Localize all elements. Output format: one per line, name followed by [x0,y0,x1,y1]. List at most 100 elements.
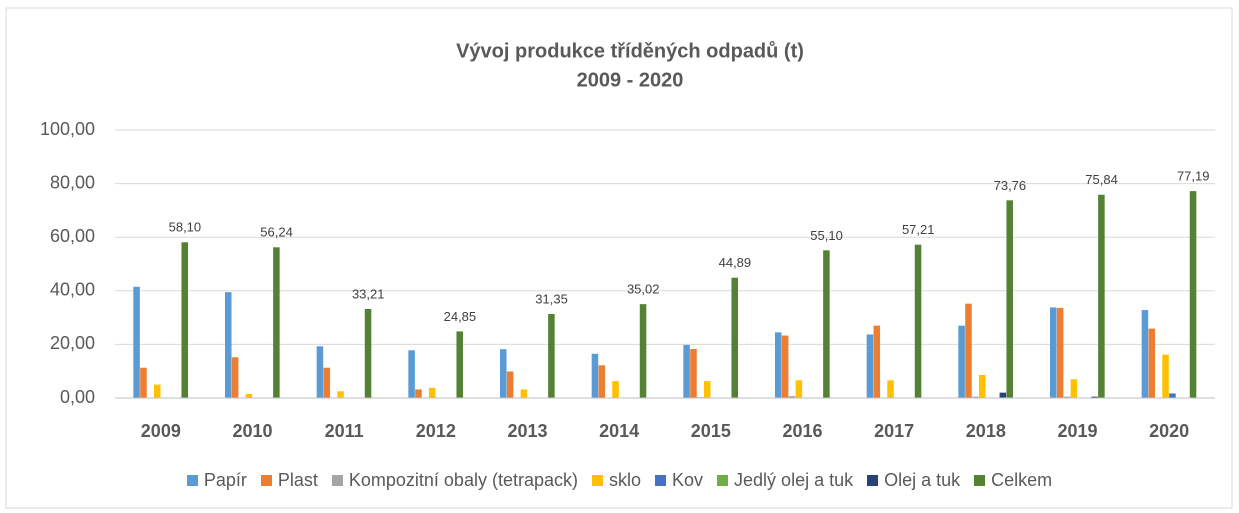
bar [598,365,606,398]
data-label: 57,21 [902,222,935,237]
x-tick-label: 2013 [507,421,547,441]
y-tick-label: 100,00 [40,119,95,139]
x-tick-label: 2020 [1149,421,1189,441]
y-tick-label: 80,00 [50,172,95,192]
bar [1006,200,1013,398]
bar [1162,354,1169,398]
data-label: 77,19 [1177,169,1210,184]
bar [866,334,874,398]
bar [1070,379,1078,398]
bar [140,367,147,398]
legend-label: Kompozitní obaly (tetrapack) [348,470,578,490]
bar [591,353,599,398]
data-label: 75,84 [1085,172,1118,187]
legend-label: Jedlý olej a tuk [734,470,854,490]
legend-item: sklo [591,470,641,491]
legend-item: Papír [186,470,247,491]
bar [795,380,803,398]
legend-label: Kov [672,470,704,490]
bar [408,350,415,398]
bar [500,349,507,398]
legend-label: sklo [608,470,641,490]
bar [823,250,830,398]
legend-item: Kov [655,470,703,491]
legend-swatch [591,475,603,486]
legend-item: Kompozitní obaly (tetrapack) [331,470,578,491]
data-label: 31,35 [535,291,568,306]
bar [958,325,965,398]
bar [873,325,881,398]
data-label: 44,89 [719,255,752,270]
x-tick-label: 2018 [966,421,1006,441]
bar [978,374,986,398]
bar [690,348,697,398]
bar [245,393,253,398]
chart-subtitle: 2009 - 2020 [577,69,684,91]
legend-item: Plast [260,470,318,491]
y-tick-label: 60,00 [50,226,95,246]
data-label: 55,10 [810,228,843,243]
bar [133,286,140,398]
y-tick-label: 40,00 [50,280,95,300]
bar [506,371,514,398]
legend-swatch [717,475,729,486]
bar [914,244,922,398]
bar [965,303,972,398]
bar [781,335,789,398]
bar [231,357,239,398]
bar [1148,328,1156,398]
data-label: 35,02 [627,282,660,297]
bar [225,292,232,398]
bar [1050,307,1057,398]
data-label: 73,76 [994,178,1027,193]
legend-item: Jedlý olej a tuk [717,470,853,491]
legend-label: Papír [203,470,247,490]
x-tick-label: 2015 [691,421,731,441]
bar [1063,396,1071,398]
bar [273,247,280,398]
y-tick-label: 20,00 [50,333,95,353]
bar [972,396,979,398]
bar [639,304,647,398]
x-tick-label: 2016 [782,421,822,441]
legend-label: Plast [277,470,318,490]
legend-item: Olej a tuk [867,470,960,491]
legend-swatch [331,475,343,486]
bar [428,387,436,398]
legend-label: Olej a tuk [884,470,961,490]
legend-swatch [186,475,198,486]
bar [1056,307,1064,398]
x-tick-label: 2009 [141,421,181,441]
x-tick-label: 2012 [416,421,456,441]
legend-swatch [867,475,879,486]
y-tick-label: 0,00 [60,387,95,407]
bar [775,332,782,398]
bar [548,313,555,398]
legend-swatch [655,475,666,486]
bar [1098,194,1105,398]
x-tick-label: 2010 [232,421,272,441]
bar [456,331,463,398]
legend: Papír Plast Kompozitní obaly (tetrapack) sk… [0,470,1239,491]
bar [612,381,619,398]
bar [364,308,372,398]
x-tick-label: 2019 [1057,421,1097,441]
bar [887,380,894,398]
bar [731,277,738,398]
legend-swatch [974,475,986,486]
bar [181,242,188,398]
bar [520,389,528,398]
data-label: 33,21 [352,286,385,301]
chart-title: Vývoj produkce tříděných odpadů (t) [456,40,804,62]
legend-label: Celkem [991,470,1053,490]
legend-swatch [260,475,272,486]
bar [999,392,1007,398]
data-label: 24,85 [444,309,477,324]
bar [153,384,161,398]
bar [1141,310,1149,398]
bar [337,391,344,398]
bar [788,396,796,398]
bar [1091,396,1098,398]
bar [323,367,331,398]
